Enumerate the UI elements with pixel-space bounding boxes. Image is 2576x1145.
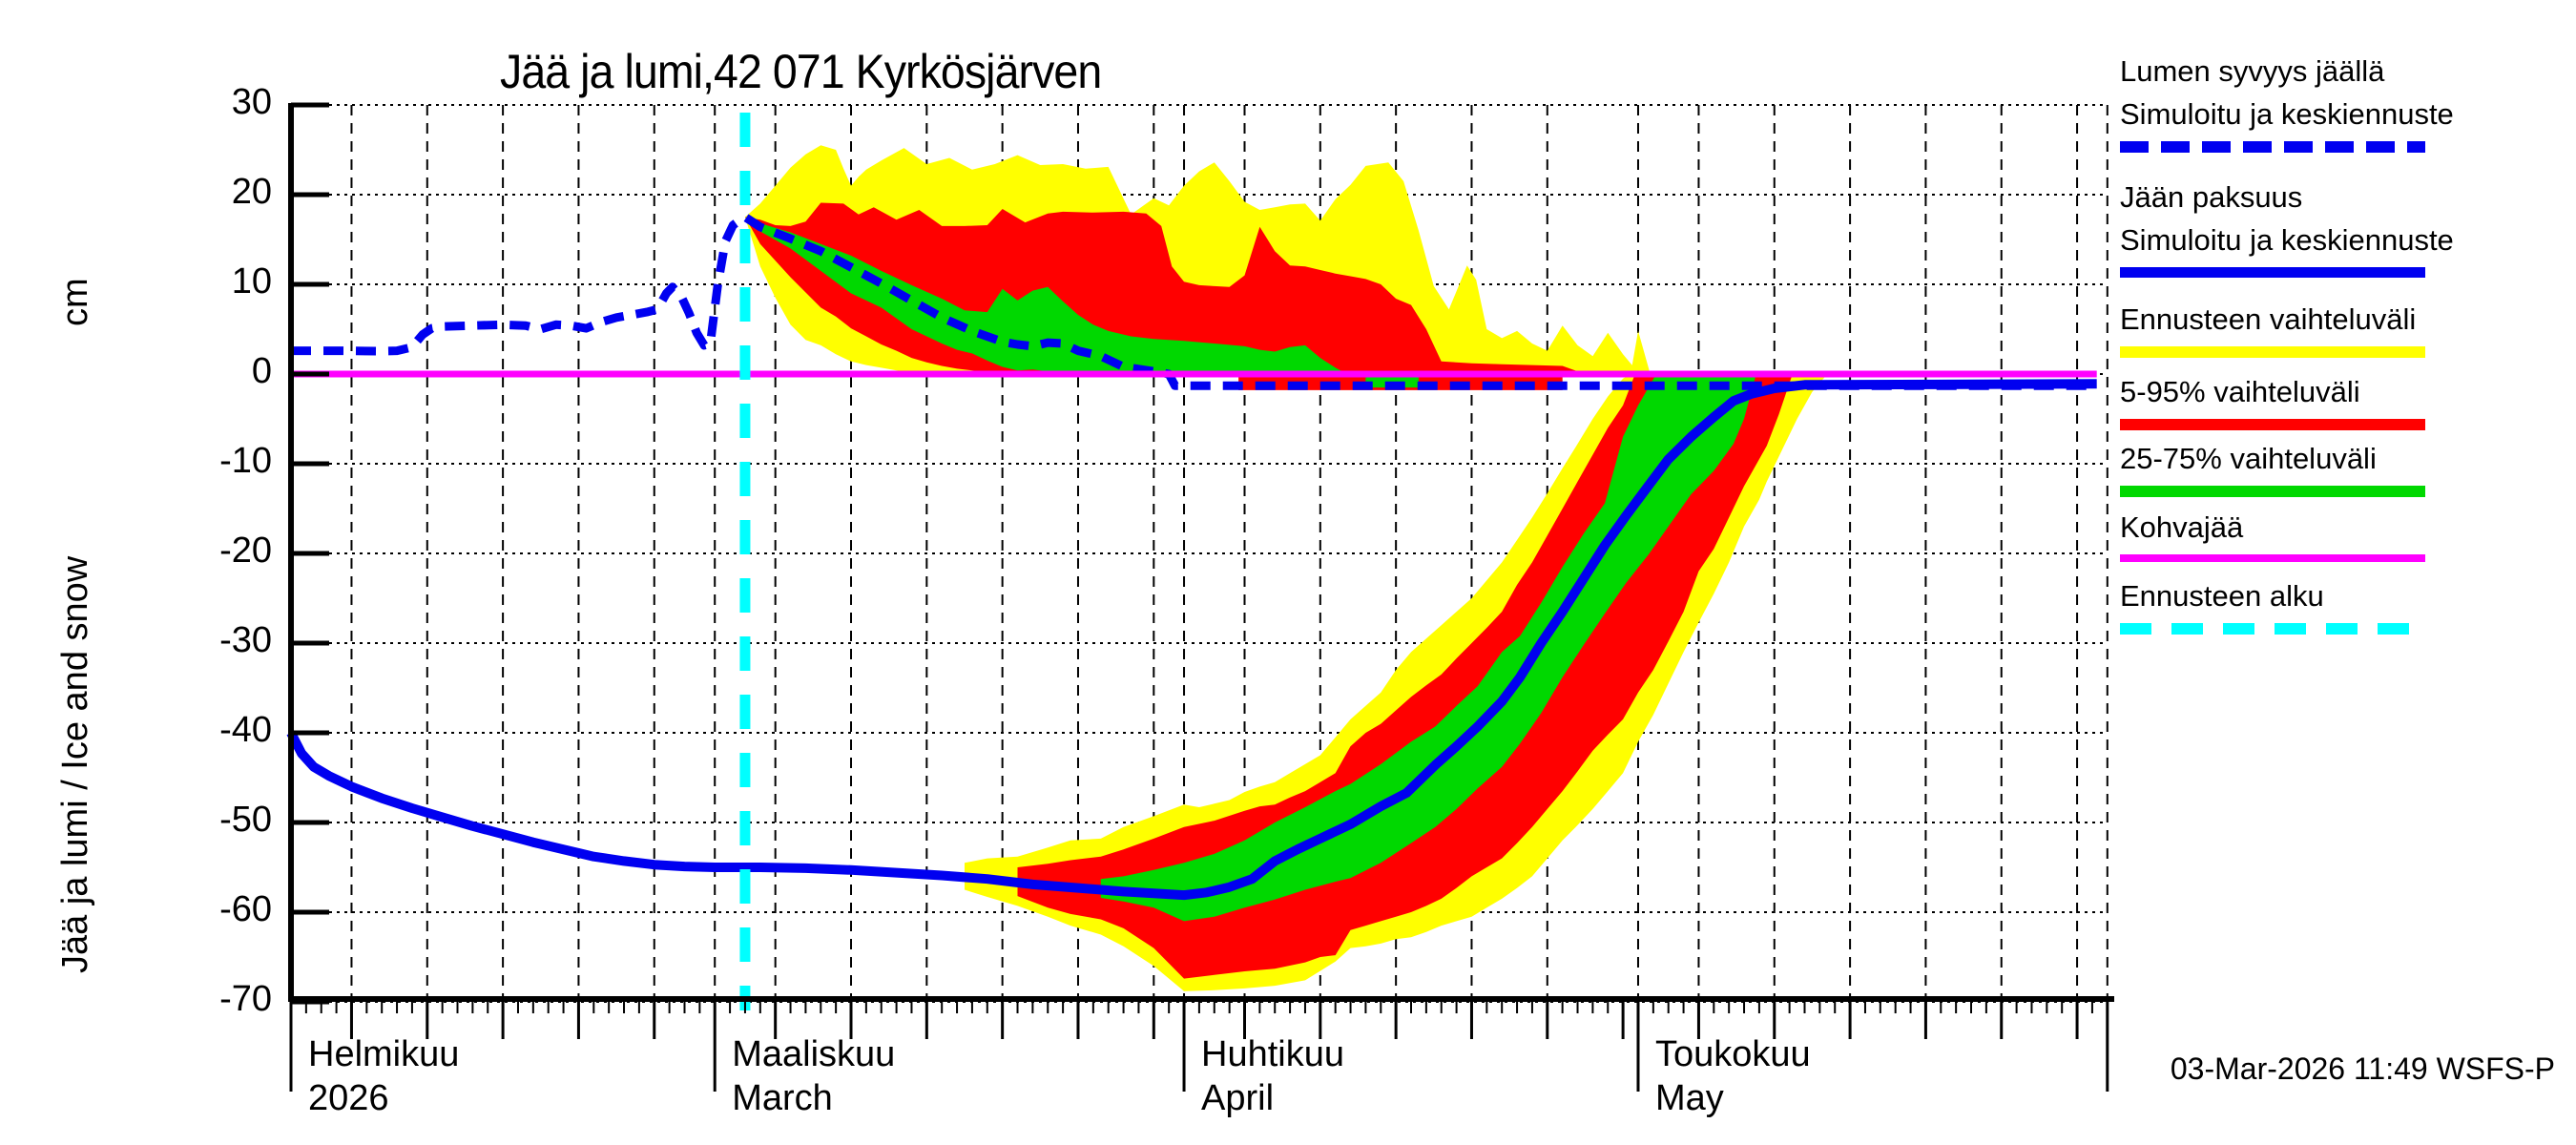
timestamp: 03-Mar-2026 11:49 WSFS-P <box>2170 1051 2555 1086</box>
month-label-en: March <box>732 1078 833 1118</box>
legend-item-1: Lumen syvyys jäällä Simuloitu ja keskienn… <box>2120 50 2454 153</box>
legend-solid-sample <box>2120 419 2425 430</box>
legend-item-2: Jään paksuus Simuloitu ja keskiennuste <box>2120 176 2454 278</box>
legend-dashed-sample <box>2120 141 2425 153</box>
y-tick-label-10: 10 <box>231 261 272 302</box>
y-tick-label--20: -20 <box>219 531 272 571</box>
y-tick-label-20: 20 <box>231 172 272 212</box>
legend-label: Kohvajää <box>2120 510 2244 544</box>
month-label-en: 2026 <box>308 1078 389 1118</box>
legend-item-4: 5-95% vaihteluväli <box>2120 370 2425 430</box>
x-axis-line <box>288 996 2114 1002</box>
y-tick-label--70: -70 <box>219 979 272 1019</box>
legend-label2: Simuloitu ja keskiennuste <box>2120 223 2454 257</box>
legend-item-6: Kohvajää <box>2120 506 2425 562</box>
legend-solid-sample <box>2120 554 2425 562</box>
month-label-fi: Toukokuu <box>1654 1034 1811 1074</box>
y-tick-label--10: -10 <box>219 441 272 481</box>
month-label-huhtikuu: Huhtikuu April <box>1201 1032 1344 1120</box>
y-tick-label--50: -50 <box>219 800 272 840</box>
y-tick-label-0: 0 <box>251 351 272 391</box>
legend-label: 25-75% vaihteluväli <box>2120 442 2377 475</box>
legend-item-5: 25-75% vaihteluväli <box>2120 437 2425 497</box>
line-ice_median <box>286 379 2097 901</box>
legend-solid-sample <box>2120 267 2425 278</box>
y-axis-unit-label: cm <box>55 278 95 326</box>
legend-dashed-sample <box>2120 623 2425 635</box>
month-label-fi: Maaliskuu <box>732 1034 896 1074</box>
legend-label2: Simuloitu ja keskiennuste <box>2120 97 2454 131</box>
y-tick-label--30: -30 <box>219 620 272 660</box>
legend-item-7: Ennusteen alku <box>2120 574 2425 635</box>
line-snow_median <box>291 213 2097 390</box>
legend-label: 5-95% vaihteluväli <box>2120 375 2360 408</box>
y-tick-label-30: 30 <box>231 82 272 122</box>
legend-label: Jään paksuus <box>2120 180 2303 214</box>
month-label-en: April <box>1201 1078 1275 1118</box>
legend-solid-sample <box>2120 486 2425 497</box>
legend-label: Lumen syvyys jäällä <box>2120 54 2385 88</box>
month-label-toukokuu: Toukokuu May <box>1655 1032 1811 1120</box>
y-axis-label: Jää ja lumi / Ice and snow <box>55 555 95 973</box>
legend-label: Ennusteen alku <box>2120 579 2324 613</box>
legend-item-3: Ennusteen vaihteluväli <box>2120 298 2425 358</box>
month-label-maaliskuu: Maaliskuu March <box>732 1032 895 1120</box>
month-label-helmikuu: Helmikuu 2026 <box>308 1032 459 1120</box>
month-label-fi: Helmikuu <box>308 1034 460 1074</box>
y-tick-label--60: -60 <box>219 889 272 929</box>
month-label-fi: Huhtikuu <box>1201 1034 1345 1074</box>
month-label-en: May <box>1654 1078 1724 1118</box>
y-tick-label--40: -40 <box>219 710 272 750</box>
chart-title: Jää ja lumi,42 071 Kyrkösjärven <box>500 45 1102 98</box>
legend-solid-sample <box>2120 346 2425 358</box>
band-snow_band_2575 <box>745 217 1348 374</box>
legend-label: Ennusteen vaihteluväli <box>2120 302 2417 336</box>
band-ice_band_2575 <box>1100 374 1756 922</box>
